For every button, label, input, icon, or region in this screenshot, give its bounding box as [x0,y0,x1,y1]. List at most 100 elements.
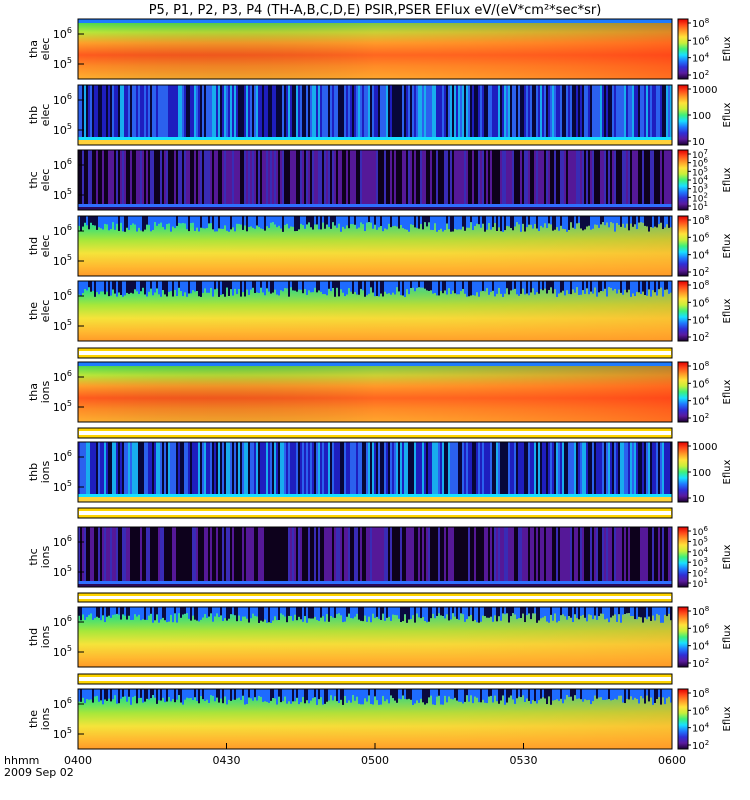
noise-column [88,85,90,137]
noise-column [504,216,506,231]
noise-column [636,281,638,292]
y-tick-exponent: 6 [67,288,72,297]
noise-column [630,607,632,617]
panel-species-label: elec [39,300,52,323]
noise-column [172,216,174,227]
noise-column [98,442,100,494]
noise-column [550,150,552,204]
colorbar-tick-base: 10 [692,538,704,548]
noise-column [260,85,262,137]
noise-column [452,607,454,614]
noise-column [94,216,96,226]
noise-column [374,607,376,618]
noise-column [362,442,364,494]
noise-column [368,527,370,581]
noise-column [426,85,428,137]
noise-column [136,85,138,137]
y-tick-exponent: 5 [67,122,72,131]
noise-column [178,689,180,696]
noise-column [356,442,358,494]
noise-column [164,442,166,494]
noise-column [264,216,266,231]
noise-column [110,689,112,702]
noise-column [502,150,504,204]
noise-column [314,442,316,494]
noise-column [538,150,540,204]
noise-column [96,527,98,581]
noise-column [372,85,374,137]
noise-column [270,607,272,623]
noise-column [440,527,442,581]
noise-column [136,281,138,292]
noise-column [184,216,186,224]
noise-column [190,150,192,204]
panel-probe-label: tha [27,383,40,401]
colorbar-tick-exponent: 2 [705,739,709,747]
colorbar-tick-base: 10 [692,54,705,65]
noise-column [504,442,506,494]
colorbar-tick-base: 10 [692,642,705,653]
noise-column [514,442,516,494]
noise-column [446,216,448,224]
noise-column [514,281,516,289]
noise-column [358,442,360,494]
panel-frame [77,18,673,80]
noise-column [164,689,166,703]
colorbar-tick-label: 108 [692,279,709,292]
noise-column [132,527,134,581]
y-tick-exponent: 5 [67,187,72,196]
noise-column [302,150,304,204]
noise-column [658,527,660,581]
noise-column [312,85,314,137]
noise-column [236,527,238,581]
noise-column [236,607,238,622]
noise-column [254,281,256,294]
noise-column [482,150,484,204]
noise-column [206,85,208,137]
noise-column [616,150,618,204]
noise-column [418,442,420,494]
noise-column [364,85,366,137]
noise-column [354,607,356,617]
noise-column [324,442,326,494]
colorbar-label: Eflux [722,233,733,258]
noise-column [592,150,594,204]
noise-column [136,689,138,704]
noise-column [598,527,600,581]
noise-column [98,85,100,137]
noise-column [88,216,90,230]
noise-column [248,216,250,227]
noise-column [336,150,338,204]
noise-column [434,150,436,204]
noise-column [218,85,220,137]
noise-column [208,85,210,137]
noise-column [444,527,446,581]
noise-column [238,689,240,698]
noise-column [202,607,204,618]
noise-column [624,689,626,704]
noise-column [456,442,458,494]
noise-column [288,527,290,581]
noise-column [460,689,462,702]
noise-column [86,281,88,291]
noise-column [466,442,468,494]
noise-column [450,281,452,295]
noise-column [242,85,244,137]
y-tick-label: 105 [53,399,72,414]
noise-column [668,216,670,228]
noise-column [596,527,598,581]
noise-column [578,689,580,699]
noise-column [312,527,314,581]
noise-column [670,281,672,293]
noise-column [310,689,312,701]
noise-column [154,281,156,293]
noise-column [350,281,352,292]
noise-column [252,527,254,581]
noise-column [140,607,142,621]
noise-column [494,607,496,616]
noise-column [670,607,672,621]
noise-column [588,689,590,700]
noise-column [276,527,278,581]
noise-column [138,607,140,615]
noise-column [580,607,582,616]
